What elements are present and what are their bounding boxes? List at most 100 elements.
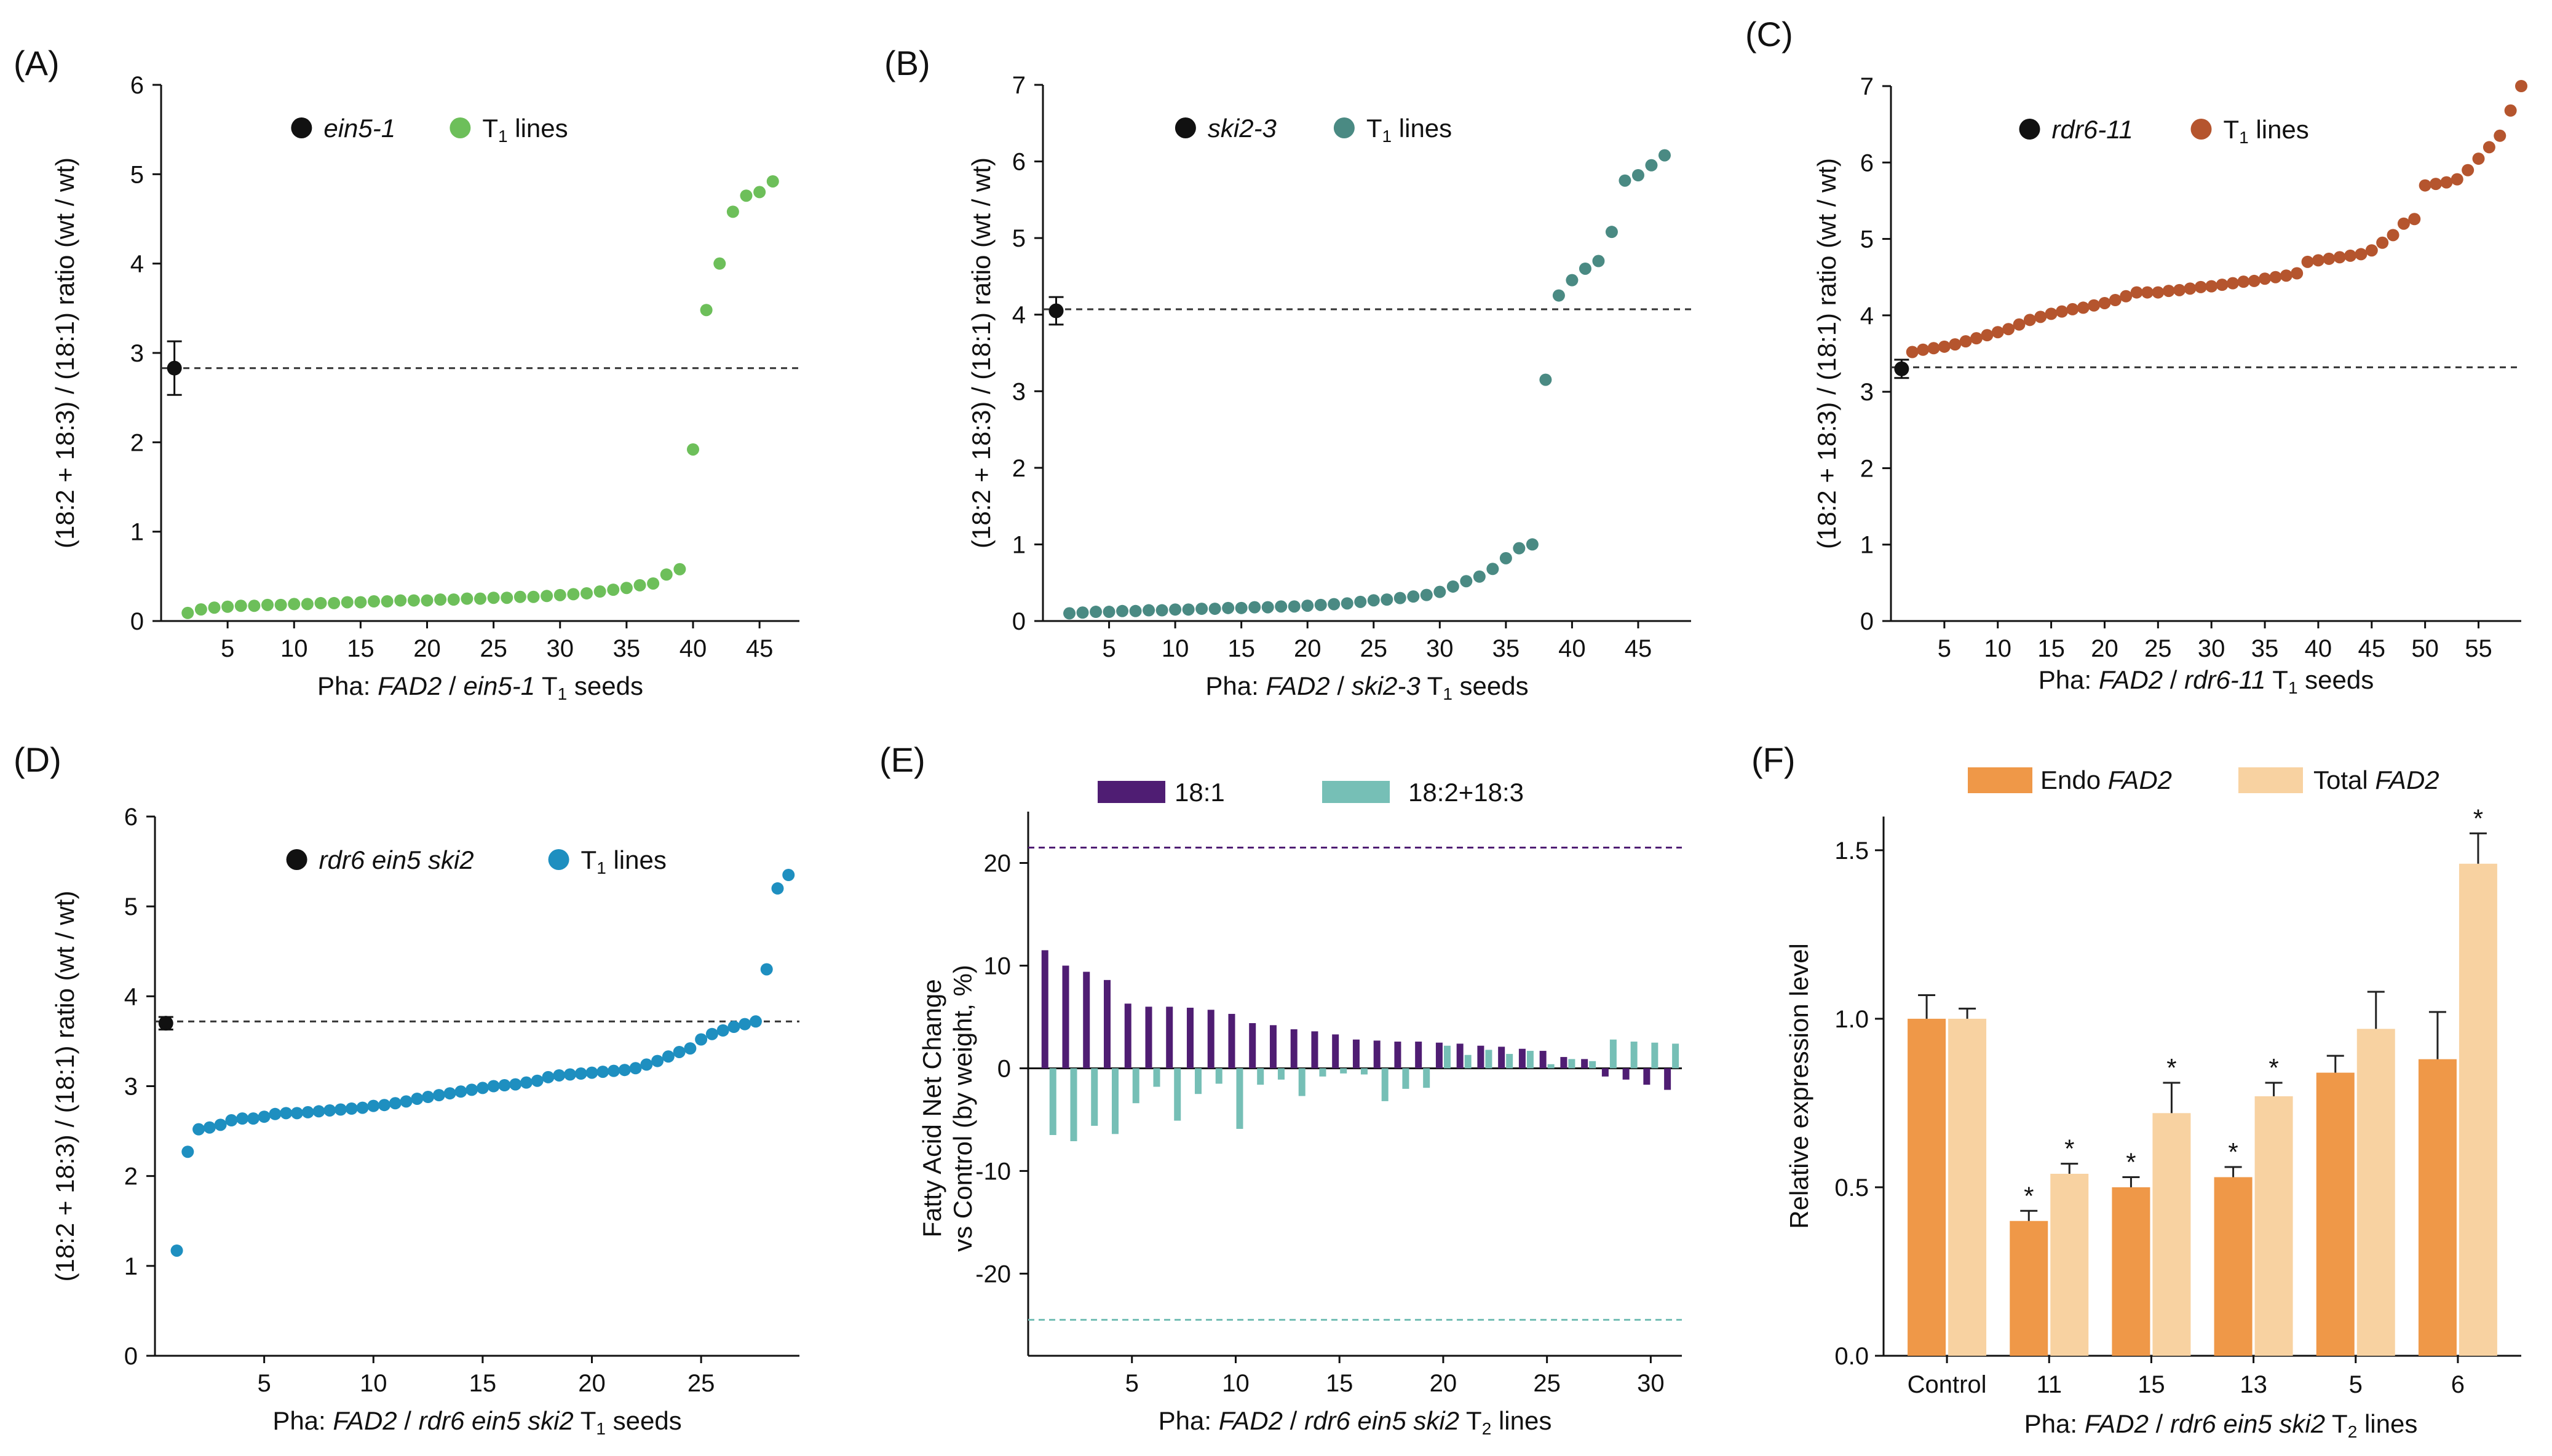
data-point: [234, 599, 247, 612]
data-point: [261, 598, 274, 611]
legend-label-control: rdr6 ein5 ski2: [319, 845, 474, 874]
data-point: [1407, 590, 1420, 603]
y-tick-label: -10: [975, 1158, 1011, 1185]
y-axis-title-line1: Fatty Acid Net Change: [917, 979, 946, 1237]
bar-181: [1269, 1025, 1277, 1069]
legend-label-lines-rest: lines: [606, 845, 667, 874]
legend-label-lines-sub: 1: [1382, 127, 1392, 146]
data-point: [1208, 603, 1221, 615]
xlabel-gene: FAD2: [2099, 665, 2163, 694]
data-point: [2419, 179, 2431, 192]
bar-181: [1166, 1007, 1173, 1069]
x-tick-label: 25: [480, 635, 507, 662]
xlabel-generation: T: [574, 1406, 596, 1435]
data-point: [203, 1121, 216, 1134]
bar-181: [1249, 1023, 1256, 1069]
data-point: [389, 1097, 402, 1110]
bar-181: [1415, 1042, 1422, 1069]
panel-label: (D): [14, 740, 61, 779]
x-tick-label: 45: [2358, 635, 2386, 662]
legend-label-lines: T1 lines: [1366, 114, 1452, 146]
x-tick-label: 20: [1294, 635, 1322, 662]
data-point: [660, 568, 673, 581]
data-point: [1235, 601, 1248, 614]
y-axis-title-line2: vs Control (by weight, %): [948, 965, 977, 1252]
data-point: [2440, 176, 2453, 189]
x-tick-label: 20: [2091, 635, 2118, 662]
data-point: [476, 1082, 489, 1094]
significance-asterisk: *: [2228, 1138, 2238, 1166]
data-point: [2205, 280, 2218, 293]
data-point: [181, 1145, 194, 1158]
x-tick-label: 5: [221, 635, 234, 662]
data-point: [1579, 262, 1591, 275]
y-tick-label: 3: [1012, 378, 1026, 405]
bar-1823: [1049, 1068, 1056, 1135]
bar-1823: [1277, 1068, 1285, 1080]
legend-label-total-gene: FAD2: [2375, 766, 2439, 794]
data-point: [1248, 601, 1261, 614]
bar-1823: [1630, 1042, 1638, 1069]
data-point: [1393, 592, 1406, 604]
data-point: [1129, 604, 1142, 617]
data-point: [2494, 129, 2506, 142]
data-point: [2291, 267, 2304, 280]
legend-label-lines: T1 lines: [581, 845, 667, 877]
data-point: [2109, 294, 2122, 306]
data-point: [1314, 598, 1327, 611]
bar-181: [1083, 971, 1090, 1069]
bar-endo-fad2: [2418, 1059, 2457, 1356]
x-tick-label: 15: [1326, 1370, 1353, 1397]
data-point: [1486, 563, 1499, 576]
data-point: [2355, 248, 2368, 261]
bar-181: [1062, 965, 1069, 1069]
data-point: [531, 1074, 544, 1087]
data-point: [513, 590, 526, 603]
y-tick-label: 1: [124, 1253, 138, 1280]
y-axis-title: (18:2 + 18:3) / (18:1) ratio (wt / wt): [50, 157, 79, 548]
x-tick-label: 40: [680, 635, 707, 662]
data-point: [608, 1064, 620, 1077]
bar-181: [1664, 1068, 1671, 1090]
data-point: [1076, 606, 1089, 619]
xlabel-genotype: rdr6 ein5 ski2: [1304, 1406, 1459, 1435]
legend-marker-control: [291, 117, 312, 138]
y-tick-label: 0: [1012, 608, 1026, 635]
xlabel-generation: T: [2265, 665, 2288, 694]
data-point: [618, 1064, 631, 1077]
xlabel-prefix: Pha:: [272, 1406, 333, 1435]
legend-label-control: rdr6-11: [2052, 115, 2133, 144]
bar-endo-fad2: [2316, 1072, 2355, 1356]
significance-asterisk: *: [2269, 1053, 2278, 1082]
legend-marker-lines: [1333, 117, 1355, 138]
data-point: [716, 1024, 729, 1037]
data-point: [1116, 604, 1129, 617]
data-point: [684, 1042, 697, 1055]
control-point: [158, 1016, 173, 1031]
xlabel-end: seeds: [606, 1406, 682, 1435]
y-tick-label: 1.0: [1834, 1006, 1869, 1033]
data-point: [378, 1099, 391, 1112]
data-point: [520, 1076, 533, 1089]
bar-1823: [1070, 1068, 1077, 1142]
data-point: [2034, 311, 2047, 323]
data-point: [1275, 600, 1288, 613]
y-tick-label: 0: [1860, 608, 1874, 635]
bar-total-fad2: [2254, 1096, 2293, 1356]
data-point: [2013, 318, 2026, 331]
data-point: [687, 443, 699, 456]
data-point: [1261, 601, 1274, 614]
bar-1823: [1132, 1068, 1139, 1104]
data-point: [301, 598, 314, 611]
data-point: [2055, 305, 2068, 318]
x-axis-title: Pha: FAD2 / ein5-1 T1 seeds: [317, 671, 643, 703]
x-tick-label: 35: [613, 635, 641, 662]
legend-label-endo: Endo FAD2: [2040, 766, 2172, 794]
x-tick-label: 20: [578, 1370, 606, 1397]
data-point: [726, 205, 739, 218]
xlabel-separator: /: [442, 671, 463, 700]
data-point: [673, 1045, 686, 1058]
data-point: [1592, 255, 1605, 267]
